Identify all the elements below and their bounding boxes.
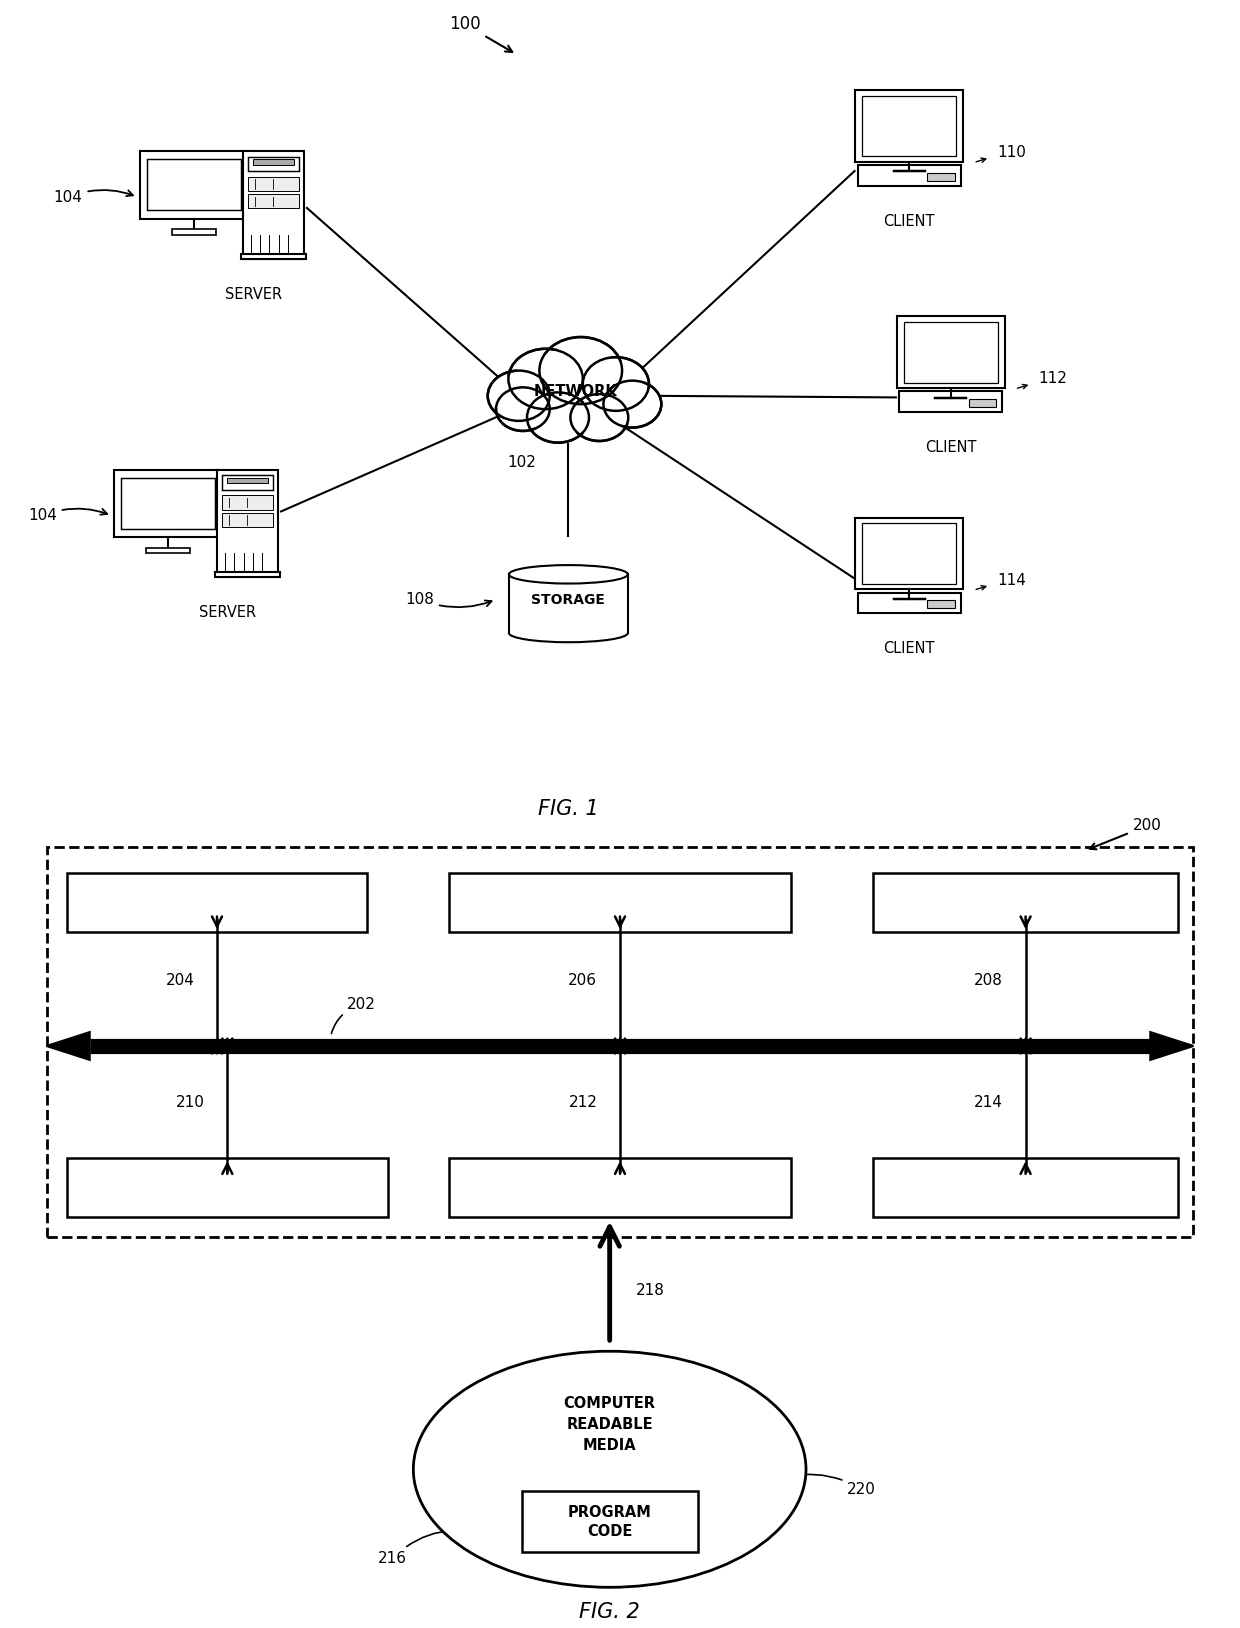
Circle shape [496,387,549,431]
Bar [858,593,961,614]
Text: 202: 202 [331,998,376,1034]
Bar [522,1491,697,1553]
Text: PROGRAM
CODE: PROGRAM CODE [568,1504,651,1538]
Bar [120,479,215,529]
Bar [858,164,961,186]
Bar [928,601,955,609]
Bar [222,495,273,510]
Text: NETWORK: NETWORK [533,384,618,399]
Text: 108: 108 [405,593,491,607]
Bar [508,575,627,633]
Text: CLIENT: CLIENT [884,641,935,656]
Text: 210: 210 [176,1094,205,1110]
Bar [222,475,273,490]
Bar [146,160,241,210]
Text: COMPUTER
READABLE
MEDIA: COMPUTER READABLE MEDIA [564,1395,656,1454]
Text: 212: 212 [568,1094,598,1110]
Bar [856,518,963,589]
Text: STORAGE: STORAGE [532,593,605,607]
Text: DISPLAY: DISPLAY [991,1180,1060,1195]
Bar [222,513,273,527]
Circle shape [589,361,644,405]
Bar [227,477,268,484]
Text: CLIENT: CLIENT [925,440,976,456]
Polygon shape [1151,1032,1193,1060]
Circle shape [609,384,656,423]
Ellipse shape [413,1351,806,1587]
Bar [67,873,367,931]
Text: 200: 200 [1090,819,1162,850]
Bar [114,470,222,537]
Bar [253,160,294,164]
Circle shape [501,391,544,427]
Text: 208: 208 [973,974,1003,988]
Text: 110: 110 [997,145,1025,160]
Text: 204: 204 [165,974,195,988]
Text: SERVER: SERVER [198,606,255,620]
Ellipse shape [508,565,627,583]
Text: PROCESSOR UNIT: PROCESSOR UNIT [145,895,289,910]
Text: 206: 206 [568,974,598,988]
Text: COMMUNICATIONS UNIT: COMMUNICATIONS UNIT [128,1180,327,1195]
Bar [248,156,299,171]
Bar [248,176,299,190]
Text: 220: 220 [790,1472,877,1496]
Text: 104: 104 [29,508,107,523]
Text: 216: 216 [378,1527,453,1566]
Bar [241,254,305,259]
Bar [873,1159,1178,1218]
Bar [248,194,299,208]
Text: PERSISTENT STORAGE: PERSISTENT STORAGE [934,895,1117,910]
Circle shape [570,394,629,441]
Bar [217,470,278,578]
Text: 100: 100 [449,15,512,52]
Circle shape [515,355,577,404]
Bar [140,151,248,218]
Bar [67,1159,387,1218]
Text: FIG. 1: FIG. 1 [538,799,599,819]
Bar [873,873,1178,931]
FancyBboxPatch shape [47,847,1193,1237]
Text: INPUT/OUTPUT UNIT: INPUT/OUTPUT UNIT [536,1180,704,1195]
Text: 218: 218 [635,1283,665,1298]
Bar [856,90,963,161]
Bar [968,399,996,407]
Circle shape [527,392,589,443]
Circle shape [583,357,649,410]
Text: 112: 112 [1038,371,1068,386]
Bar [243,151,304,259]
Bar [449,1159,791,1218]
Text: SERVER: SERVER [224,287,281,301]
Circle shape [604,381,661,428]
Bar [215,573,280,578]
Bar [897,316,1004,387]
Bar [449,873,791,931]
Circle shape [532,397,583,438]
Text: 214: 214 [973,1094,1003,1110]
Circle shape [487,371,549,422]
Circle shape [494,374,544,417]
Polygon shape [47,1032,89,1060]
Circle shape [547,344,615,399]
Text: 104: 104 [53,189,133,205]
Text: FIG. 2: FIG. 2 [579,1602,640,1621]
Bar [904,322,998,383]
Bar [146,547,190,554]
Text: CLIENT: CLIENT [884,213,935,230]
Circle shape [508,348,583,409]
Text: 102: 102 [507,456,536,470]
Text: 114: 114 [997,573,1025,588]
Bar [928,173,955,181]
Circle shape [539,337,622,404]
Bar [862,523,956,584]
Bar [862,96,956,156]
Bar [171,230,216,234]
Circle shape [575,399,622,436]
Bar [899,391,1002,412]
Text: MEMORY: MEMORY [584,895,656,910]
